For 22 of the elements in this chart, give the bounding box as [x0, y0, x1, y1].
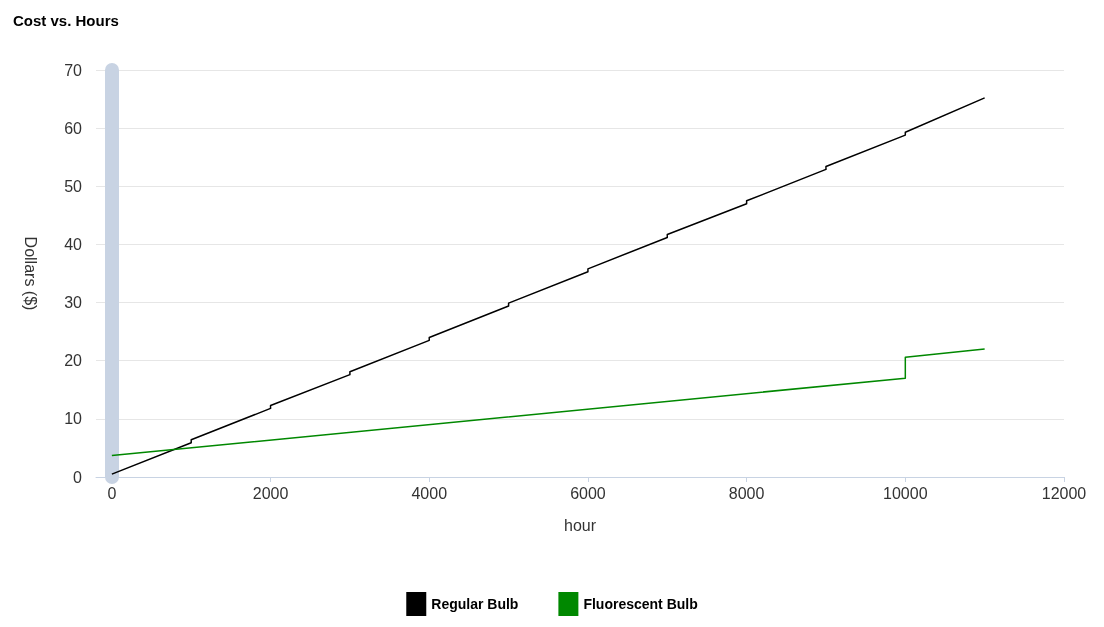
y-tick-label: 0 — [73, 468, 83, 486]
x-tick-label: 10000 — [883, 484, 928, 502]
y-tick-label: 50 — [64, 177, 83, 195]
legend-label: Fluorescent Bulb — [583, 596, 698, 612]
y-tick-label: 40 — [64, 235, 83, 253]
x-tick-label: 12000 — [1041, 484, 1087, 502]
y-axis-title: Dollars ($) — [21, 236, 39, 311]
x-tick-label: 0 — [107, 484, 117, 502]
x-tick-label: 8000 — [728, 484, 765, 502]
line-series — [111, 97, 986, 475]
y-tick-label: 60 — [64, 119, 83, 137]
y-tick-label: 10 — [64, 410, 83, 428]
y-tick-label: 70 — [64, 61, 83, 79]
x-tick-label: 6000 — [570, 484, 606, 502]
x-tick-label: 2000 — [252, 484, 289, 502]
x-tick-label: 4000 — [411, 484, 448, 502]
chart-title: Cost vs. Hours — [13, 12, 119, 29]
line-series — [111, 348, 986, 457]
legend-label: Regular Bulb — [431, 596, 519, 612]
x-axis-title: hour — [563, 516, 597, 534]
y-tick-label: 20 — [64, 352, 83, 370]
y-tick-label: 30 — [64, 294, 83, 312]
